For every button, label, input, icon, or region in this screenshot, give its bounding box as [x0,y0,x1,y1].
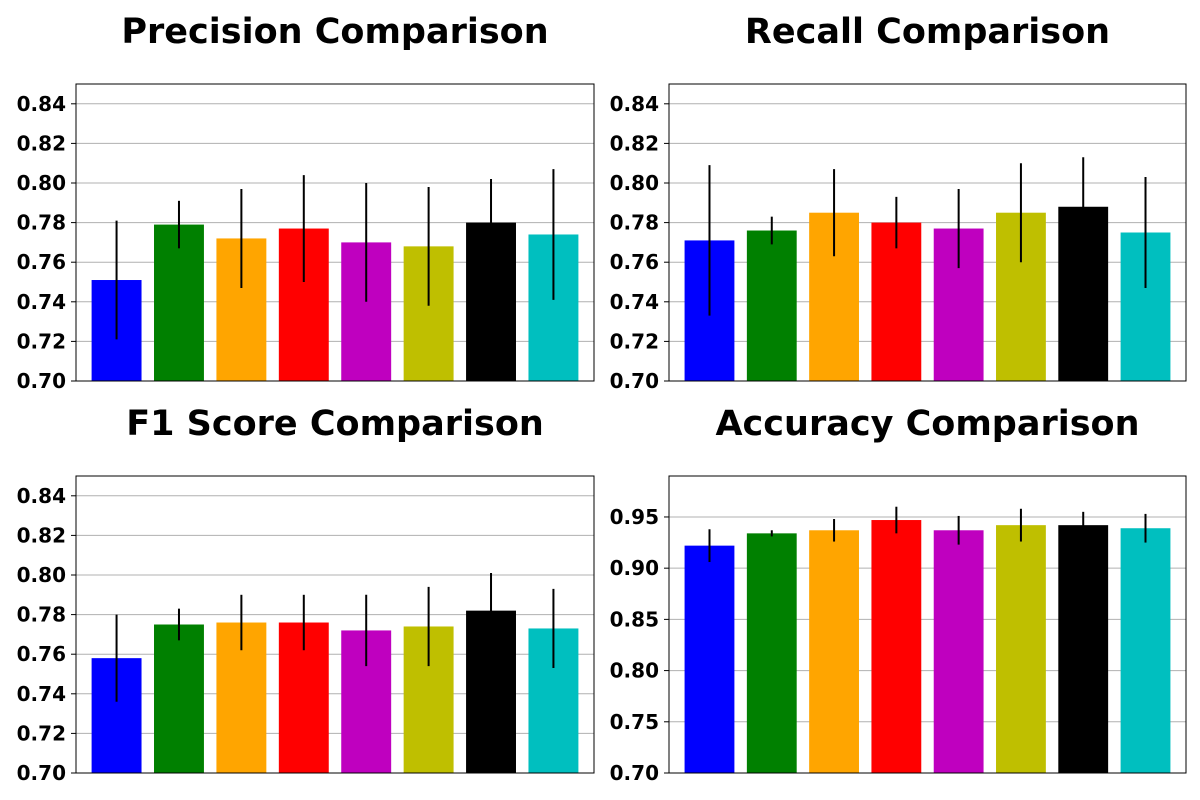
y-tick-label: 0.82 [17,523,66,547]
chart-title: Precision Comparison [121,12,548,52]
y-tick-label: 0.84 [17,484,66,508]
y-tick-label: 0.76 [610,250,659,274]
y-tick-label: 0.82 [610,131,659,155]
bar [871,520,922,773]
bar [933,530,984,773]
bar [154,224,204,381]
chart-panel-4: Accuracy Comparison 0.70 0.75 0.80 0.85 0.90 0… [610,404,1187,785]
y-tick-label: 0.76 [17,642,66,666]
y-tick-label: 0.80 [610,659,659,683]
y-tick-label: 0.74 [17,290,66,314]
axes-frame [75,475,595,774]
y-tick-label: 0.84 [610,92,659,116]
chart-panel-1: Precision Comparison 0.70 0.72 0.74 0.76 0.78… [17,12,595,393]
y-tick-label: 0.75 [610,710,659,734]
y-tick-label: 0.84 [17,92,66,116]
y-tick-label: 0.72 [17,721,66,745]
y-tick-label: 0.78 [17,603,66,627]
bar [154,624,204,773]
y-tick-label: 0.70 [610,369,659,393]
bar [746,533,797,773]
bar [809,530,859,773]
y-tick-label: 0.74 [610,290,659,314]
chart-title: Recall Comparison [745,12,1110,52]
chart-panel-3: F1 Score Comparison 0.70 0.72 0.74 0.76 0.78 0… [17,404,595,785]
bar [746,230,797,381]
bar [1058,525,1109,773]
y-tick-label: 0.80 [17,171,66,195]
y-tick-label: 0.82 [17,131,66,155]
y-tick-label: 0.78 [17,211,66,235]
bar [996,525,1046,773]
chart-title: F1 Score Comparison [126,404,544,444]
y-tick-label: 0.70 [17,369,66,393]
y-tick-label: 0.95 [610,505,659,529]
y-tick-label: 0.90 [610,556,659,580]
chart-title: Accuracy Comparison [715,404,1139,444]
bar [684,545,735,773]
axes-frame [75,83,595,382]
y-tick-label: 0.74 [17,682,66,706]
y-tick-label: 0.78 [610,211,659,235]
axes-frame [668,83,1187,382]
bar [871,222,922,381]
y-tick-label: 0.72 [610,329,659,353]
y-tick-label: 0.80 [610,171,659,195]
y-tick-label: 0.70 [610,761,659,785]
bar [1120,528,1171,773]
y-tick-label: 0.80 [17,563,66,587]
y-tick-label: 0.76 [17,250,66,274]
y-tick-label: 0.70 [17,761,66,785]
axes-frame [668,475,1187,774]
chart-panel-2: Recall Comparison 0.70 0.72 0.74 0.76 0.78 0.8… [610,12,1187,393]
y-tick-label: 0.72 [17,329,66,353]
y-tick-label: 0.85 [610,607,659,631]
